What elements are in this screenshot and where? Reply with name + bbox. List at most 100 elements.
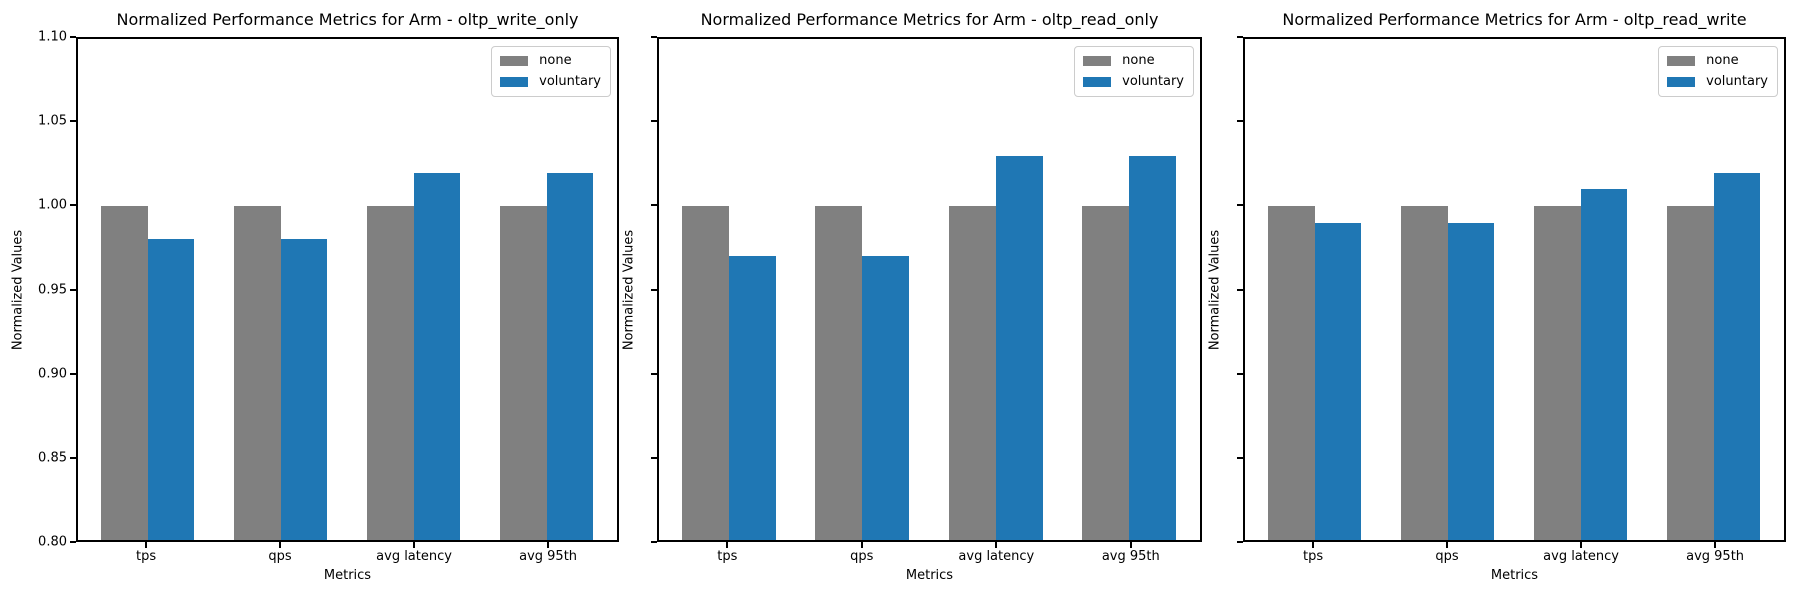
legend: none voluntary bbox=[491, 46, 611, 97]
legend-label-voluntary: voluntary bbox=[1706, 74, 1768, 89]
y-tick-mark bbox=[70, 541, 76, 543]
bar-voluntary-qps bbox=[1447, 222, 1495, 540]
legend: none voluntary bbox=[1074, 46, 1194, 97]
y-tick-mark bbox=[1237, 36, 1243, 38]
legend-swatch-none bbox=[500, 56, 529, 66]
bar-voluntary-avg-95th bbox=[1129, 155, 1177, 540]
x-tick-label: avg 95th bbox=[1101, 549, 1160, 564]
plot-area: none voluntary bbox=[1243, 37, 1786, 542]
y-tick-label: 1.10 bbox=[38, 29, 67, 45]
x-axis-label: Metrics bbox=[905, 568, 954, 583]
x-tick-mark bbox=[145, 542, 148, 548]
bar-none-qps bbox=[1400, 206, 1448, 540]
y-tick-mark bbox=[651, 204, 657, 207]
bar-voluntary-avg-latency bbox=[1580, 189, 1628, 540]
legend-entry-none: none bbox=[1083, 54, 1184, 68]
legend-swatch-voluntary bbox=[500, 77, 529, 87]
y-tick-mark bbox=[1237, 541, 1243, 543]
y-tick-mark bbox=[1237, 456, 1243, 459]
x-tick-label: qps bbox=[268, 549, 292, 564]
y-tick-mark bbox=[651, 120, 657, 123]
x-axis-label: Metrics bbox=[323, 568, 372, 583]
chart-title: Normalized Performance Metrics for Arm -… bbox=[116, 10, 579, 29]
y-tick-label: 1.00 bbox=[38, 197, 67, 213]
bar-voluntary-avg-latency bbox=[413, 172, 461, 540]
bars-layer bbox=[1245, 39, 1784, 540]
y-tick-mark bbox=[70, 372, 76, 375]
bar-none-avg-latency bbox=[1533, 206, 1581, 540]
bar-none-tps bbox=[681, 206, 729, 540]
y-tick-mark bbox=[651, 372, 657, 375]
bar-voluntary-avg-latency bbox=[995, 155, 1043, 540]
x-tick-label: avg latency bbox=[1543, 549, 1619, 564]
y-tick-mark bbox=[1237, 204, 1243, 207]
bar-voluntary-tps bbox=[147, 239, 195, 540]
x-tick-mark bbox=[1580, 542, 1583, 548]
x-tick-label: tps bbox=[717, 549, 738, 564]
legend-label-none: none bbox=[539, 53, 572, 68]
chart-title: Normalized Performance Metrics for Arm -… bbox=[1282, 10, 1747, 29]
x-tick-label: avg latency bbox=[376, 549, 452, 564]
x-tick-mark bbox=[860, 542, 863, 548]
x-axis-label: Metrics bbox=[1490, 568, 1539, 583]
y-axis-label: Normalized Values bbox=[621, 229, 637, 350]
x-tick-mark bbox=[279, 542, 282, 548]
y-tick-label: 0.85 bbox=[38, 450, 67, 466]
x-tick-label: tps bbox=[135, 549, 157, 564]
x-tick-label: tps bbox=[1302, 549, 1324, 564]
bar-voluntary-tps bbox=[1314, 222, 1362, 540]
bar-none-qps bbox=[233, 206, 281, 540]
x-tick-mark bbox=[1446, 542, 1449, 548]
legend-swatch-voluntary bbox=[1083, 77, 1112, 87]
y-tick-mark bbox=[1237, 288, 1243, 291]
x-tick-label: avg latency bbox=[958, 549, 1035, 564]
bar-voluntary-avg-95th bbox=[546, 172, 594, 540]
legend-entry-voluntary: voluntary bbox=[500, 75, 601, 89]
bar-voluntary-qps bbox=[862, 256, 910, 540]
bar-none-avg-95th bbox=[1082, 206, 1130, 540]
y-tick-mark bbox=[651, 541, 657, 543]
y-tick-label: 1.05 bbox=[38, 113, 67, 129]
legend-label-none: none bbox=[1706, 53, 1739, 68]
bar-none-avg-latency bbox=[366, 206, 414, 540]
y-tick-label: 0.90 bbox=[38, 366, 67, 382]
plot-area: none voluntary bbox=[76, 37, 619, 542]
subplot-oltp-write-only: Normalized Performance Metrics for Arm -… bbox=[11, 10, 619, 583]
legend-label-voluntary: voluntary bbox=[1122, 74, 1184, 89]
y-tick-label: 0.80 bbox=[38, 534, 67, 550]
y-tick-mark bbox=[651, 36, 657, 38]
y-tick-mark bbox=[651, 288, 657, 291]
subplot-oltp-read-write: Normalized Performance Metrics for Arm -… bbox=[1208, 10, 1786, 583]
x-tick-mark bbox=[1312, 542, 1315, 548]
y-tick-mark bbox=[651, 456, 657, 459]
legend-swatch-voluntary bbox=[1667, 77, 1696, 87]
y-tick-mark bbox=[70, 204, 76, 207]
bar-voluntary-qps bbox=[280, 239, 328, 540]
bar-voluntary-avg-95th bbox=[1713, 172, 1761, 540]
x-tick-mark bbox=[413, 542, 416, 548]
bars-layer bbox=[659, 39, 1200, 540]
x-tick-mark bbox=[1129, 542, 1132, 548]
chart-title: Normalized Performance Metrics for Arm -… bbox=[700, 10, 1159, 29]
legend: none voluntary bbox=[1658, 46, 1778, 97]
subplot-oltp-read-only: Normalized Performance Metrics for Arm -… bbox=[622, 10, 1202, 583]
x-tick-mark bbox=[1714, 542, 1717, 548]
y-tick-mark bbox=[1237, 372, 1243, 375]
bar-none-qps bbox=[815, 206, 863, 540]
bar-none-tps bbox=[1267, 206, 1315, 540]
bars-layer bbox=[78, 39, 617, 540]
y-tick-mark bbox=[70, 288, 76, 291]
legend-entry-voluntary: voluntary bbox=[1083, 75, 1184, 89]
bar-voluntary-tps bbox=[728, 256, 776, 540]
y-axis-label: Normalized Values bbox=[1207, 229, 1223, 350]
x-tick-label: avg 95th bbox=[1686, 549, 1745, 564]
x-tick-label: avg 95th bbox=[519, 549, 578, 564]
y-axis-label: Normalized Values bbox=[10, 229, 26, 350]
legend-swatch-none bbox=[1083, 56, 1112, 66]
y-tick-mark bbox=[1237, 120, 1243, 123]
plot-area: none voluntary bbox=[657, 37, 1202, 542]
y-tick-label: 0.95 bbox=[38, 282, 67, 297]
legend-label-voluntary: voluntary bbox=[539, 74, 601, 89]
y-tick-mark bbox=[70, 36, 76, 38]
